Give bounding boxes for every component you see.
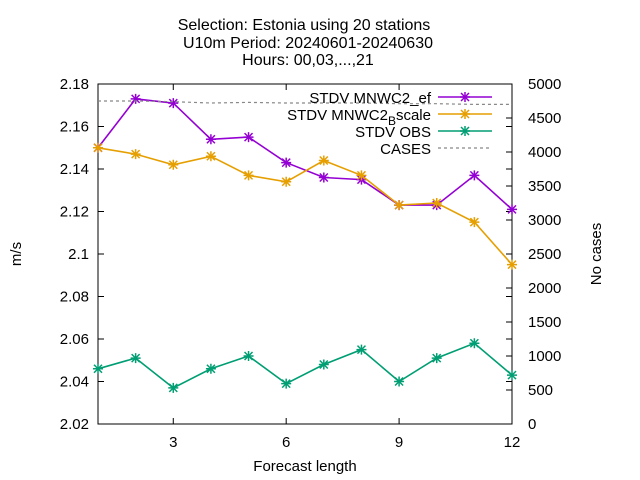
y2-tick-label-8: 4000	[528, 144, 561, 161]
plot-area-frame	[97, 83, 513, 425]
point-mnwc2-ef-4	[205, 134, 216, 145]
point-mnwc2-bscale-6	[281, 176, 292, 187]
y-tick-label-6: 2.14	[60, 161, 89, 178]
point-mnwc2-ef-7	[318, 172, 329, 183]
point-stdv-obs-6	[281, 378, 292, 389]
series-line-mnwc2-ef	[97, 98, 513, 210]
point-stdv-obs-4	[205, 363, 216, 374]
point-mnwc2-ef-11	[469, 170, 480, 181]
legend-label-mnwc2-ef: STDV MNWC2_ef	[309, 90, 432, 107]
y2-tick-label-6: 3000	[528, 212, 561, 229]
legend-label-cases: CASES	[380, 141, 431, 158]
y2-tick-label-3: 1500	[528, 314, 561, 331]
y2-tick-label-4: 2000	[528, 280, 561, 297]
y2-tick-label-2: 1000	[528, 348, 561, 365]
x-axis-label: Forecast length	[253, 458, 356, 475]
chart-series	[93, 93, 517, 393]
point-mnwc2-ef-3	[168, 98, 179, 109]
y-tick-label-2: 2.06	[60, 331, 89, 348]
legend-marker-mnwc2-ef	[460, 92, 470, 102]
point-stdv-obs-1	[93, 363, 103, 374]
legend-marker-stdv-obs	[460, 126, 470, 136]
legend-label-mnwc2-bscale-part1: STDV MNWC2	[287, 107, 388, 124]
point-mnwc2-bscale-3	[168, 159, 179, 170]
point-stdv-obs-9	[394, 376, 405, 387]
x-tick-label-1: 6	[282, 434, 290, 451]
series-line-mnwc2-bscale	[97, 147, 513, 266]
axis-ticks: 2.02 2.04 2.06 2.08 2.1 2.12 2.14 2.16 2.18 0 500 1…	[60, 76, 562, 451]
y-tick-label-3: 2.08	[60, 289, 89, 306]
legend-label-mnwc2-bscale: STDV MNWC2Bscale	[287, 107, 431, 128]
y-tick-label-7: 2.16	[60, 119, 89, 136]
y2-tick-label-0: 0	[528, 416, 536, 433]
y2-tick-label-1: 500	[528, 382, 553, 399]
y-tick-label-4: 2.1	[68, 246, 89, 263]
x-tick-label-0: 3	[169, 434, 177, 451]
y-tick-label-0: 2.02	[60, 416, 89, 433]
point-mnwc2-bscale-10	[431, 198, 442, 208]
title-line-3: Hours: 00,03,...,21	[242, 52, 374, 69]
chart-title: Selection: Estonia using 20 stations U10…	[178, 17, 433, 69]
point-mnwc2-ef-2	[130, 93, 141, 104]
title-line-2: U10m Period: 20240601-20240630	[183, 35, 433, 52]
point-mnwc2-bscale-2	[130, 149, 141, 160]
y2-axis-label: No cases	[588, 223, 605, 286]
point-mnwc2-bscale-12	[507, 259, 517, 270]
y-tick-label-1: 2.04	[60, 374, 89, 391]
point-mnwc2-bscale-1	[93, 142, 103, 153]
y2-tick-label-9: 4500	[528, 110, 561, 127]
point-stdv-obs-5	[243, 351, 254, 361]
y-axis-label: m/s	[8, 242, 25, 266]
point-stdv-obs-12	[507, 370, 517, 381]
y2-tick-label-10: 5000	[528, 76, 561, 93]
legend-label-stdv-obs: STDV OBS	[355, 124, 431, 141]
x-tick-label-3: 12	[504, 434, 521, 451]
y2-tick-label-7: 3500	[528, 178, 561, 195]
title-line-1: Selection: Estonia using 20 stations	[178, 17, 431, 34]
series-line-cases	[98, 100, 512, 106]
point-mnwc2-ef-6	[281, 157, 292, 168]
series-line-stdv-obs	[97, 342, 513, 389]
point-mnwc2-bscale-9	[394, 200, 405, 211]
point-mnwc2-bscale-5	[243, 170, 254, 181]
y-tick-label-8: 2.18	[60, 76, 89, 93]
point-stdv-obs-10	[431, 353, 442, 364]
point-stdv-obs-3	[168, 382, 179, 393]
point-stdv-obs-11	[469, 338, 480, 349]
point-mnwc2-bscale-7	[318, 155, 329, 166]
chart-legend: STDV MNWC2_ef STDV MNWC2Bscale STDV OBS …	[287, 90, 492, 158]
point-stdv-obs-8	[356, 344, 367, 355]
y-tick-label-5: 2.12	[60, 204, 89, 221]
point-mnwc2-ef-12	[507, 204, 517, 215]
x-tick-label-2: 9	[395, 434, 403, 451]
point-mnwc2-ef-5	[243, 132, 254, 143]
point-mnwc2-bscale-8	[356, 170, 367, 181]
point-stdv-obs-2	[130, 353, 141, 364]
point-stdv-obs-7	[318, 359, 329, 370]
point-mnwc2-bscale-11	[469, 217, 480, 228]
legend-samples	[438, 92, 492, 149]
y2-tick-label-5: 2500	[528, 246, 561, 263]
legend-marker-mnwc2-bscale	[460, 109, 470, 119]
legend-label-mnwc2-bscale-subscript: B	[388, 114, 396, 128]
legend-label-mnwc2-bscale-part2: scale	[396, 107, 431, 124]
point-mnwc2-bscale-4	[205, 151, 216, 162]
